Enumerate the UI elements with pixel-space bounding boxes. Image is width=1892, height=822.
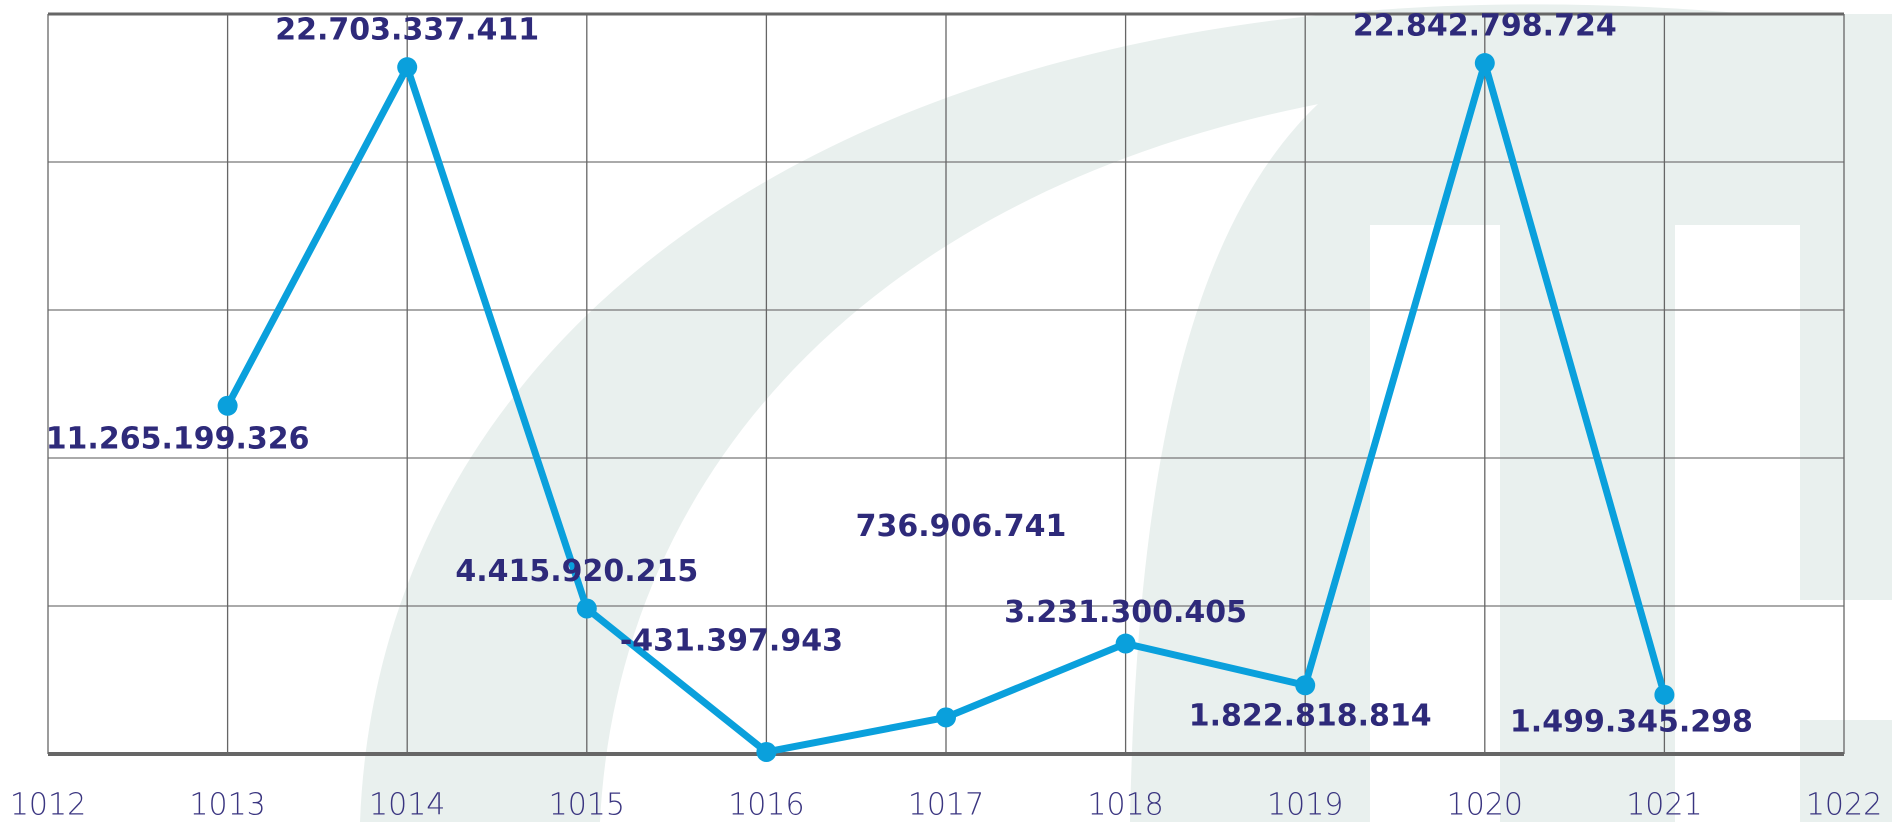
data-label: 11.265.199.326 <box>46 421 310 456</box>
x-tick-label: 1021 <box>1626 788 1702 822</box>
x-tick-label: 1016 <box>728 788 804 822</box>
x-tick-label: 1017 <box>908 788 984 822</box>
data-label: 4.415.920.215 <box>455 554 698 589</box>
watermark-bar <box>1500 225 1675 822</box>
x-tick-label: 1015 <box>549 788 625 822</box>
data-label: 1.499.345.298 <box>1510 704 1753 739</box>
x-tick-label: 1019 <box>1267 788 1343 822</box>
data-point <box>1115 633 1136 654</box>
watermark-bar <box>1800 720 1892 822</box>
data-point <box>1474 53 1495 74</box>
data-point <box>1295 675 1316 696</box>
data-point <box>756 741 777 762</box>
data-label: 22.842.798.724 <box>1353 9 1617 44</box>
data-label: -431.397.943 <box>620 623 843 658</box>
watermark-arc <box>360 4 1750 822</box>
data-point <box>576 598 597 619</box>
data-label: 1.822.818.814 <box>1189 699 1432 734</box>
watermark <box>360 4 1892 822</box>
x-tick-label: 1022 <box>1806 788 1882 822</box>
data-point <box>1654 684 1675 705</box>
data-point <box>397 57 418 78</box>
x-tick-label: 1018 <box>1087 788 1163 822</box>
watermark-bar <box>1800 225 1892 600</box>
data-label: 22.703.337.411 <box>275 13 539 48</box>
data-point <box>936 707 956 728</box>
watermark-arc-inner <box>1130 14 1892 822</box>
data-label: 736.906.741 <box>856 509 1067 544</box>
x-tick-label: 1020 <box>1447 788 1523 822</box>
x-tick-label: 1013 <box>189 788 265 822</box>
x-tick-label: 1014 <box>369 788 445 822</box>
x-tick-label: 1012 <box>10 788 86 822</box>
data-label: 3.231.300.405 <box>1004 595 1247 630</box>
data-point <box>217 395 238 416</box>
